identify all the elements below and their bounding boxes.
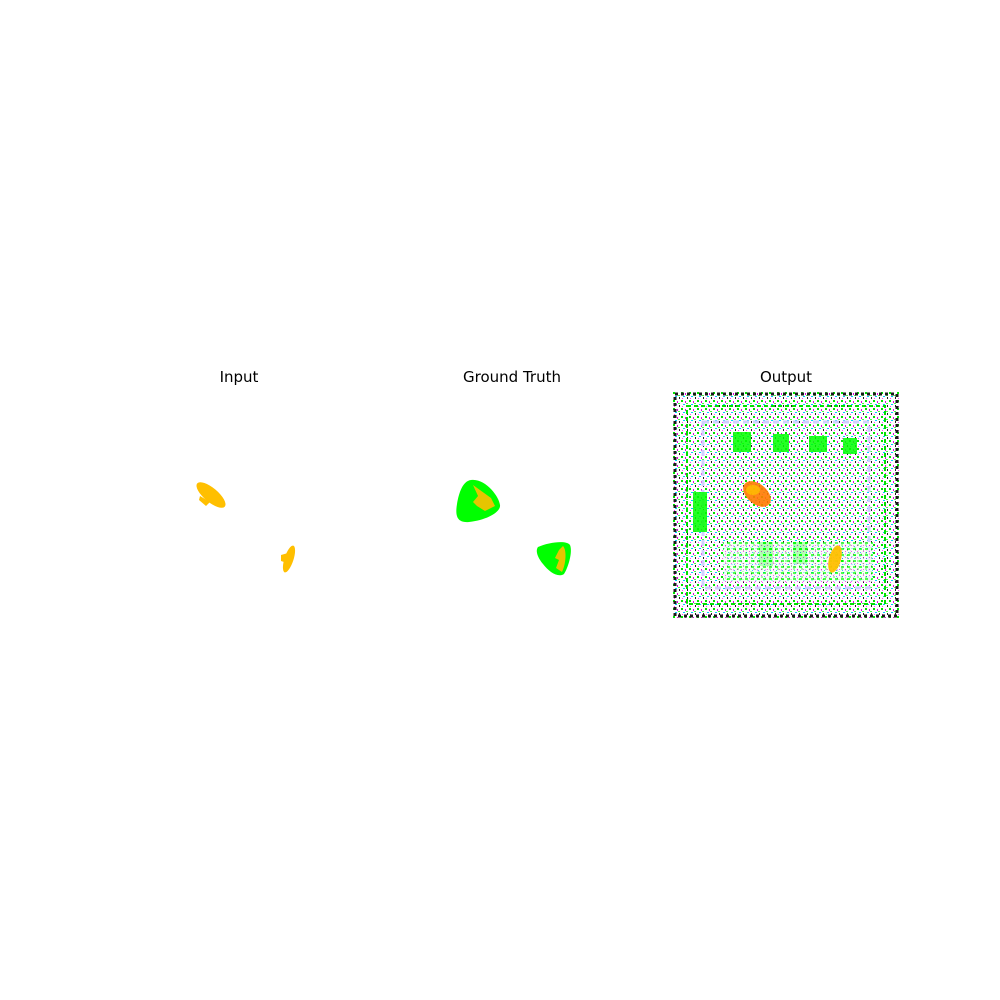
output-hot-region-small	[828, 545, 842, 573]
output-inner-ring-artifact	[686, 405, 886, 605]
input-blob-small	[281, 545, 296, 573]
gt-region-small	[536, 542, 571, 576]
input-image-canvas	[196, 482, 296, 573]
input-image	[126, 392, 352, 618]
output-hot-region-large	[743, 481, 771, 507]
output-lower-texture	[723, 542, 873, 582]
panel-title-output: Output	[759, 368, 813, 386]
panel-title-ground-truth: Ground Truth	[463, 368, 561, 386]
output-image	[673, 392, 899, 618]
output-canvas	[673, 392, 899, 618]
gt-region-large	[456, 479, 501, 523]
input-blob-large	[196, 482, 226, 508]
panel-title-input: Input	[219, 368, 259, 386]
ground-truth-canvas	[456, 479, 571, 576]
ground-truth-image	[399, 392, 625, 618]
output-border-artifact	[673, 392, 899, 618]
